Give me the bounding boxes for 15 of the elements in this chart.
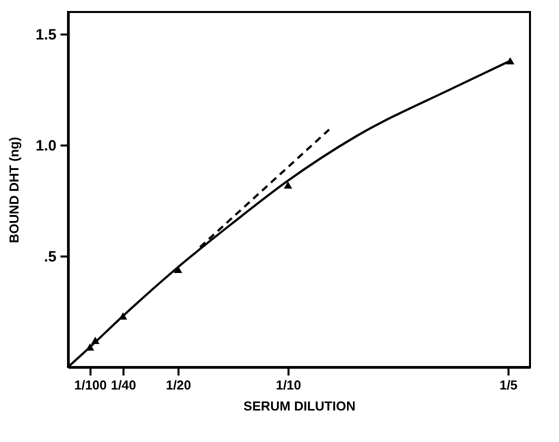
y-axis-title: BOUND DHT (ng) (6, 136, 22, 244)
x-tick-label: 1/5 (499, 378, 518, 392)
x-tick-label: 1/10 (276, 378, 302, 392)
x-axis-title: SERUM DILUTION (244, 398, 356, 414)
y-tick-label: .5 (44, 248, 56, 266)
x-tick-label: 1/20 (166, 378, 192, 392)
point (174, 266, 182, 273)
y-tick-label: 1.0 (36, 138, 56, 155)
point (284, 181, 292, 189)
y-tick-label: 1.5 (36, 26, 56, 44)
x-tick-label: 1/40 (110, 378, 136, 392)
point (506, 57, 514, 64)
x-tick-label: 1/100 (74, 378, 107, 392)
point (86, 343, 94, 351)
point (91, 336, 100, 344)
